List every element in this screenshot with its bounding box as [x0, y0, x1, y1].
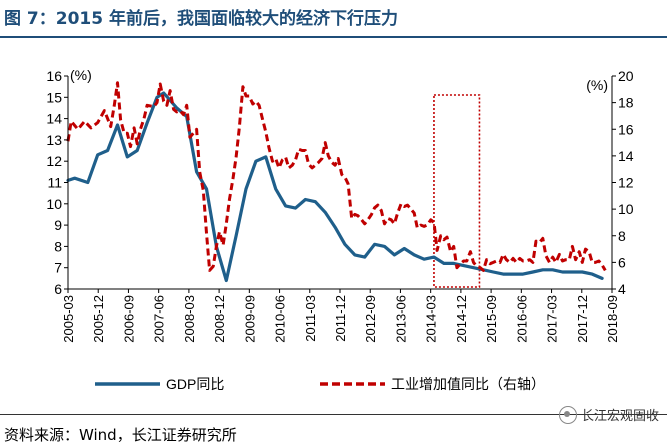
x-tick-label: 2014-03	[424, 295, 439, 343]
wechat-icon	[558, 405, 577, 424]
left-tick-label: 6	[54, 281, 62, 297]
x-tick-label: 2006-09	[121, 295, 136, 343]
left-tick-label: 7	[54, 260, 62, 276]
title-divider	[0, 36, 667, 38]
right-tick-label: 14	[618, 148, 634, 164]
right-axis-unit: (%)	[586, 77, 608, 93]
left-tick-label: 9	[54, 217, 62, 233]
chart: 6 7 8 9 10 11 12 13 14 15 16 4 6 8 10 12 14 16 18 20 (%) (%) 2…	[46, 67, 634, 392]
x-tick-label: 2008-03	[182, 295, 197, 343]
right-tick-label: 8	[618, 228, 626, 244]
page-title: 图 7：2015 年前后，我国面临较大的经济下行压力	[4, 9, 398, 29]
x-tick-label: 2015-09	[484, 295, 499, 343]
left-tick-label: 8	[54, 238, 62, 254]
left-tick-label: 16	[46, 68, 62, 84]
x-tick-label: 2013-06	[393, 295, 408, 343]
watermark-label: 长江宏观固收	[580, 409, 659, 424]
x-tick-label: 2016-06	[514, 295, 529, 343]
right-tick-label: 6	[618, 254, 626, 270]
x-tick-label: 2005-03	[61, 295, 76, 343]
right-tick-label: 12	[618, 175, 634, 191]
right-tick-label: 10	[618, 201, 634, 217]
left-tick-label: 15	[46, 89, 62, 105]
x-tick-label: 2010-06	[273, 295, 288, 343]
right-tick-label: 18	[618, 95, 634, 111]
series-line-gdp	[66, 91, 604, 283]
legend-label-industry: 工业增加值同比（右轴）	[391, 376, 545, 392]
legend-label-gdp: GDP同比	[166, 376, 224, 392]
left-tick-label: 14	[46, 111, 62, 127]
series-line-industry	[66, 81, 607, 272]
x-tick-label: 2018-09	[605, 295, 620, 343]
x-tick-label: 2009-09	[242, 295, 257, 343]
left-axis-unit: (%)	[70, 67, 92, 83]
x-tick-label: 2017-03	[545, 295, 560, 343]
x-tick-label: 2007-06	[152, 295, 167, 343]
watermark: 长江宏观固收	[558, 405, 659, 424]
x-tick-label: 2011-03	[303, 295, 318, 342]
x-tick-label: 2012-09	[363, 295, 378, 343]
x-tick-label: 2011-12	[333, 295, 348, 342]
footer-divider	[0, 414, 667, 415]
x-tick-label: 2017-12	[575, 295, 590, 343]
x-tick-label: 2005-12	[91, 295, 106, 343]
left-tick-label: 13	[46, 132, 62, 148]
left-tick-label: 11	[47, 175, 62, 191]
right-tick-label: 4	[618, 281, 626, 297]
right-tick-label: 16	[618, 121, 634, 137]
highlight-box	[433, 94, 481, 288]
left-tick-label: 10	[46, 196, 62, 212]
left-tick-label: 12	[46, 153, 62, 169]
source-note: 资料来源：Wind，长江证券研究所	[4, 426, 237, 444]
x-tick-label: 2008-12	[212, 295, 227, 343]
right-tick-label: 20	[618, 68, 634, 84]
x-tick-label: 2014-12	[454, 295, 469, 343]
